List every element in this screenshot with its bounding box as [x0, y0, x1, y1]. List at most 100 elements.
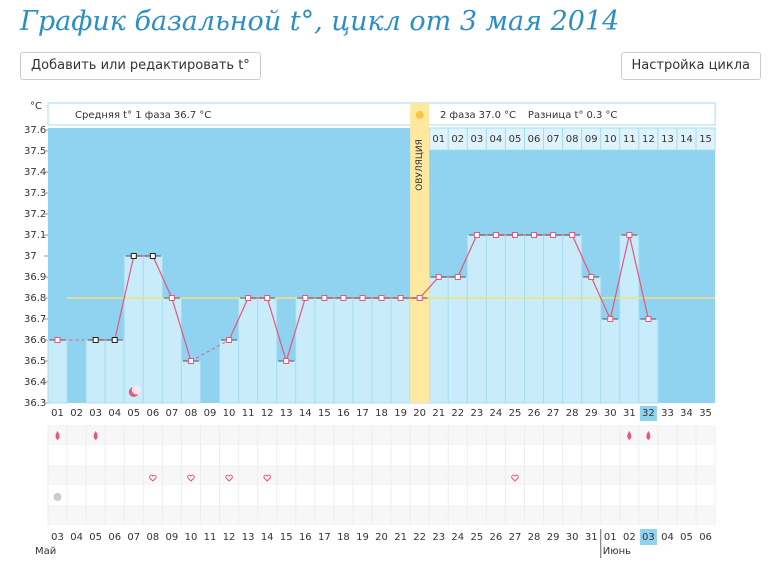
temperature-bar — [504, 234, 526, 404]
phase2-day-label: 10 — [604, 134, 617, 145]
temperature-point — [321, 295, 328, 301]
temperature-bar — [161, 297, 182, 404]
temperature-bar — [466, 234, 487, 404]
day-label: 02 — [70, 408, 83, 419]
drop-icon — [627, 431, 632, 440]
date-label: 08 — [146, 532, 159, 543]
y-tick-label: 37.6 — [24, 125, 46, 136]
icon-row — [48, 445, 716, 465]
y-tick-label: 37.1 — [24, 230, 46, 241]
y-tick-label: 37.4 — [24, 167, 46, 178]
temperature-bar — [371, 297, 392, 404]
y-tick-label: 36.3 — [24, 398, 46, 409]
day-label: 16 — [337, 408, 350, 419]
phase2-day-label: 15 — [699, 134, 712, 145]
temperature-bar — [428, 276, 449, 404]
temperature-bar — [257, 297, 278, 404]
temperature-bar — [485, 234, 506, 404]
day-label: 20 — [413, 408, 426, 419]
temperature-bar — [85, 339, 106, 404]
date-label: 18 — [337, 532, 350, 543]
day-label: 10 — [223, 408, 236, 419]
temperature-point — [168, 295, 175, 301]
day-label: 17 — [356, 408, 369, 419]
y-tick-label: 36.5 — [24, 356, 46, 367]
icon-row — [48, 465, 716, 485]
date-label: 07 — [127, 532, 140, 543]
date-label: 04 — [661, 532, 674, 543]
temperature-bar — [562, 234, 583, 404]
date-label: 09 — [166, 532, 179, 543]
temperature-bar — [47, 339, 68, 404]
y-tick-label: 36.8 — [24, 293, 46, 304]
y-tick-label: 37 — [24, 251, 37, 262]
day-label: 24 — [490, 408, 503, 419]
temperature-point — [492, 232, 499, 238]
temperature-point — [397, 295, 404, 301]
day-label: 25 — [509, 408, 522, 419]
temperature-bar — [352, 297, 373, 404]
date-label: 01 — [604, 532, 617, 543]
date-label: 14 — [261, 532, 274, 543]
day-label: 08 — [185, 408, 198, 419]
day-label: 01 — [51, 408, 64, 419]
y-tick-label: 36.9 — [24, 272, 46, 283]
date-label: 27 — [509, 532, 522, 543]
phase2-day-label: 14 — [680, 134, 693, 145]
day-label: 26 — [528, 408, 541, 419]
temperature-point — [130, 253, 137, 259]
temperature-point — [283, 358, 290, 364]
phase1-summary: Средняя t° 1 фаза 36.7 °C — [75, 110, 211, 121]
cycle-settings-button[interactable]: Настройка цикла — [620, 52, 761, 80]
temperature-bar — [123, 255, 144, 404]
day-label: 34 — [680, 408, 693, 419]
day-label: 27 — [547, 408, 560, 419]
summary-part: Средняя t° 1 фаза — [75, 110, 171, 121]
temperature-point — [473, 232, 480, 238]
temperature-bar — [619, 234, 640, 404]
heart-icon — [187, 474, 195, 482]
page-title: График базальной t°, цикл от 3 мая 2014 — [20, 6, 620, 37]
day-label: 32 — [642, 408, 655, 419]
temperature-bar — [276, 360, 297, 404]
temperature-point — [245, 295, 252, 301]
day-label: 06 — [146, 408, 159, 419]
temperature-point — [54, 337, 61, 343]
summary-part: Разница t° — [528, 110, 584, 121]
drop-icon — [55, 431, 60, 440]
temperature-point — [569, 232, 576, 238]
y-axis-unit: °C — [30, 101, 42, 112]
y-tick-label: 36.6 — [24, 335, 46, 346]
day-label: 33 — [661, 408, 674, 419]
date-label: 24 — [451, 532, 464, 543]
phase2-day-label: 12 — [642, 134, 655, 145]
date-label: 03 — [642, 532, 655, 543]
phase2-day-label: 01 — [432, 134, 445, 145]
month-label: Май — [35, 546, 56, 557]
day-label: 07 — [166, 408, 179, 419]
temperature-point — [92, 337, 99, 343]
date-label: 25 — [470, 532, 483, 543]
temperature-point — [378, 295, 385, 301]
temperature-bar — [600, 318, 621, 404]
day-label: 19 — [394, 408, 407, 419]
temperature-point — [531, 232, 538, 238]
temperature-point — [187, 358, 194, 364]
phase2-day-label: 02 — [451, 134, 464, 145]
ovulation-band — [410, 103, 430, 403]
heart-icon — [263, 474, 271, 482]
phase2-day-label: 07 — [547, 134, 560, 145]
day-label: 12 — [261, 408, 274, 419]
temperature-point — [149, 253, 156, 259]
date-label: 22 — [413, 532, 426, 543]
temperature-bar — [142, 255, 163, 404]
add-temp-button[interactable]: Добавить или редактировать t° — [20, 52, 261, 80]
phase2-day-label: 09 — [585, 134, 598, 145]
summary-part: °C — [199, 110, 211, 121]
today-highlight — [639, 406, 657, 421]
heart-icon — [511, 474, 519, 482]
y-tick-label: 37.3 — [24, 188, 46, 199]
temperature-point — [226, 337, 233, 343]
day-label: 05 — [127, 408, 140, 419]
gap-connector — [190, 339, 230, 362]
